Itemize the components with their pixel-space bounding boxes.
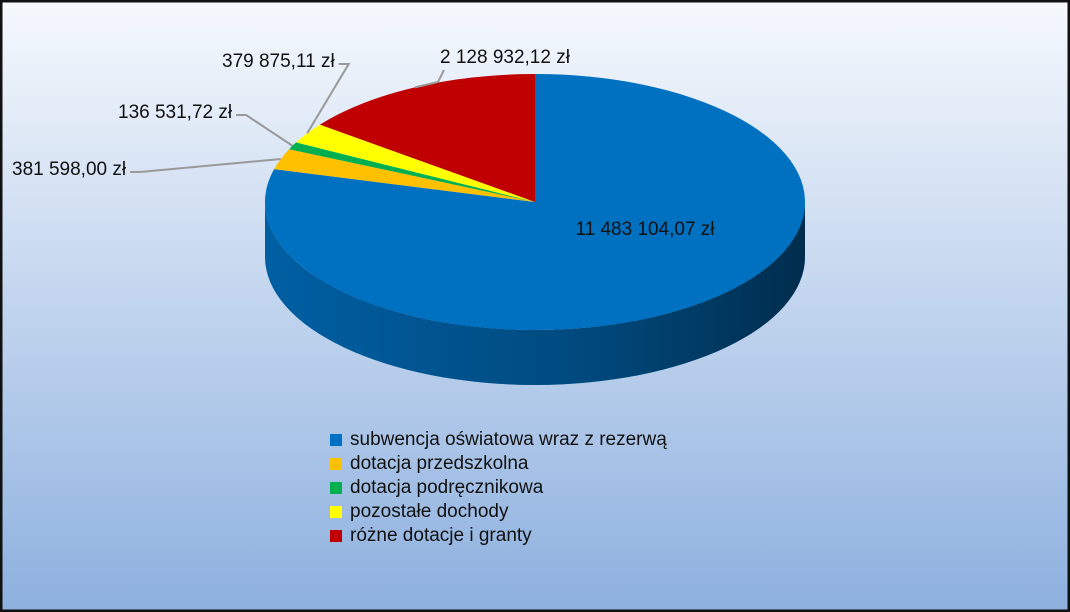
leader-line (306, 63, 351, 134)
data-label: 2 128 932,12 zł (440, 47, 571, 68)
legend-label: dotacja podręcznikowa (350, 477, 544, 498)
legend-swatch (330, 458, 342, 470)
legend-label: subwencja oświatowa wraz z rezerwą (350, 429, 667, 450)
pie-slice (319, 74, 535, 202)
pie-side-shade (265, 202, 805, 385)
legend-swatch (330, 530, 342, 542)
legend-label: różne dotacje i granty (350, 525, 532, 546)
leader-line (236, 114, 294, 147)
leader-line (414, 69, 445, 89)
data-label: 136 531,72 zł (118, 102, 233, 123)
pie-slice (274, 149, 535, 202)
data-label: 379 875,11 zł (222, 51, 335, 72)
legend-swatch (330, 506, 342, 518)
legend-swatch (330, 482, 342, 494)
leader-line (130, 157, 281, 173)
legend-label: dotacja przedszkolna (350, 453, 529, 474)
data-label: 11 483 104,07 zł (575, 219, 715, 240)
pie-slice (296, 124, 535, 202)
legend-swatch (330, 434, 342, 446)
data-label: 381 598,00 zł (12, 159, 127, 180)
pie-slice (289, 142, 535, 202)
legend-label: pozostałe dochody (350, 501, 509, 522)
